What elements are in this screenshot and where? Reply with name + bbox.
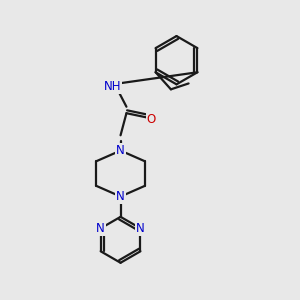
Text: N: N: [136, 222, 145, 235]
Text: N: N: [116, 144, 125, 157]
Text: NH: NH: [103, 80, 121, 93]
Text: O: O: [147, 112, 156, 126]
Text: N: N: [96, 222, 105, 235]
Text: N: N: [116, 190, 125, 203]
